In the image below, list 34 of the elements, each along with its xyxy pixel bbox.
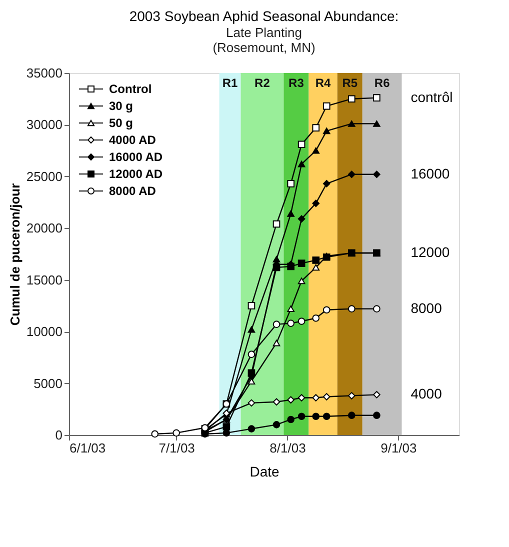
annotation: 12000 [410, 244, 450, 260]
legend-label: Control [109, 82, 152, 96]
x-tick-label: 9/1/03 [380, 440, 417, 456]
annotation: 8000 [410, 300, 442, 316]
legend-label: 16000 AD [109, 150, 163, 164]
y-tick-label: 10000 [26, 324, 62, 340]
x-tick-label: 8/1/03 [270, 440, 306, 456]
chart-subtitle: Late Planting (Rosemount, MN) [212, 25, 316, 55]
band-label: R3 [288, 76, 304, 90]
y-tick-label: 20000 [26, 220, 62, 236]
y-tick-label: 5000 [34, 376, 62, 391]
legend-label: 50 g [109, 116, 134, 130]
chart-title: 2003 Soybean Aphid Seasonal Abundance: [129, 8, 399, 24]
annotation: 4000 [410, 386, 442, 402]
band-label: R6 [374, 76, 390, 90]
y-tick-label: 0 [55, 428, 62, 442]
legend-label: 12000 AD [109, 167, 163, 181]
y-tick-label: 25000 [26, 168, 62, 184]
annotation: contrôl [410, 88, 453, 105]
y-tick-label: 30000 [26, 117, 62, 132]
y-axis-title: Cumul de puceron/jour [7, 183, 22, 326]
band-label: R1 [222, 76, 238, 90]
band-label: R4 [315, 76, 332, 90]
band-label: R2 [254, 76, 270, 90]
legend-label: 4000 AD [109, 133, 156, 147]
x-axis-title: Date [250, 464, 280, 480]
band-label: R5 [342, 76, 358, 90]
x-tick-label: 6/1/03 [70, 440, 106, 456]
legend-label: 8000 AD [109, 184, 156, 198]
y-tick-label: 35000 [26, 66, 62, 80]
x-tick-label: 7/1/03 [158, 440, 195, 456]
legend-label: 30 g [109, 99, 134, 113]
y-tick-label: 15000 [26, 272, 62, 288]
annotation: 16000 [410, 165, 450, 182]
